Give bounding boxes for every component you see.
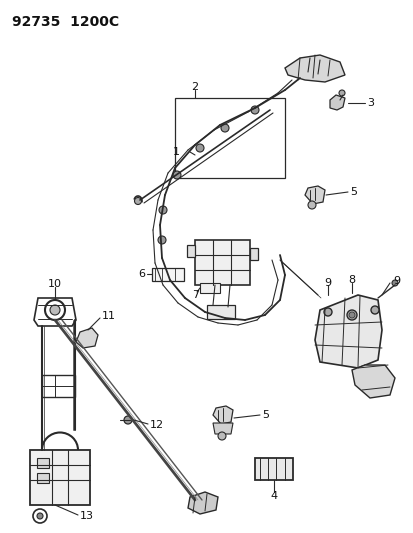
Circle shape [348, 312, 354, 318]
Polygon shape [351, 365, 394, 398]
Circle shape [250, 106, 259, 114]
Text: 10: 10 [48, 279, 62, 289]
Text: 2: 2 [191, 82, 198, 92]
Text: 5: 5 [261, 410, 268, 420]
Circle shape [158, 236, 166, 244]
Circle shape [221, 124, 228, 132]
Bar [175, 98, 284, 178]
Bar [199, 283, 219, 293]
Circle shape [134, 198, 141, 205]
Polygon shape [294, 58, 334, 80]
Polygon shape [329, 95, 344, 110]
Circle shape [370, 306, 378, 314]
Bar [152, 268, 183, 281]
Text: 11: 11 [102, 311, 116, 321]
Polygon shape [304, 186, 324, 204]
Text: 4: 4 [270, 491, 277, 501]
Text: 5: 5 [349, 187, 356, 197]
Polygon shape [188, 492, 218, 514]
Text: 12: 12 [150, 420, 164, 430]
Circle shape [338, 90, 344, 96]
Circle shape [195, 144, 204, 152]
Polygon shape [76, 328, 98, 348]
Text: 92735  1200C: 92735 1200C [12, 15, 119, 29]
Polygon shape [212, 423, 233, 434]
Polygon shape [314, 295, 381, 368]
Text: 9: 9 [392, 276, 399, 286]
Circle shape [50, 305, 60, 315]
Bar [30, 450, 90, 505]
Text: 6: 6 [138, 269, 145, 279]
Circle shape [37, 513, 43, 519]
Circle shape [346, 310, 356, 320]
Bar [42, 375, 75, 397]
Bar [195, 240, 249, 285]
Circle shape [124, 416, 132, 424]
Bar [206, 305, 235, 319]
Bar [187, 245, 195, 257]
Text: 9: 9 [324, 278, 331, 288]
Bar [37, 473, 49, 483]
Circle shape [173, 171, 180, 179]
Bar [249, 248, 257, 260]
Polygon shape [212, 406, 233, 424]
Circle shape [323, 308, 331, 316]
Circle shape [218, 432, 225, 440]
Text: 1: 1 [173, 147, 180, 157]
Circle shape [307, 201, 315, 209]
Text: 8: 8 [348, 275, 355, 285]
Circle shape [159, 206, 166, 214]
Text: 7: 7 [191, 290, 199, 300]
Bar [254, 458, 292, 480]
Polygon shape [284, 55, 344, 82]
Bar [37, 458, 49, 468]
Text: 3: 3 [366, 98, 373, 108]
Circle shape [391, 280, 397, 286]
Text: 13: 13 [80, 511, 94, 521]
